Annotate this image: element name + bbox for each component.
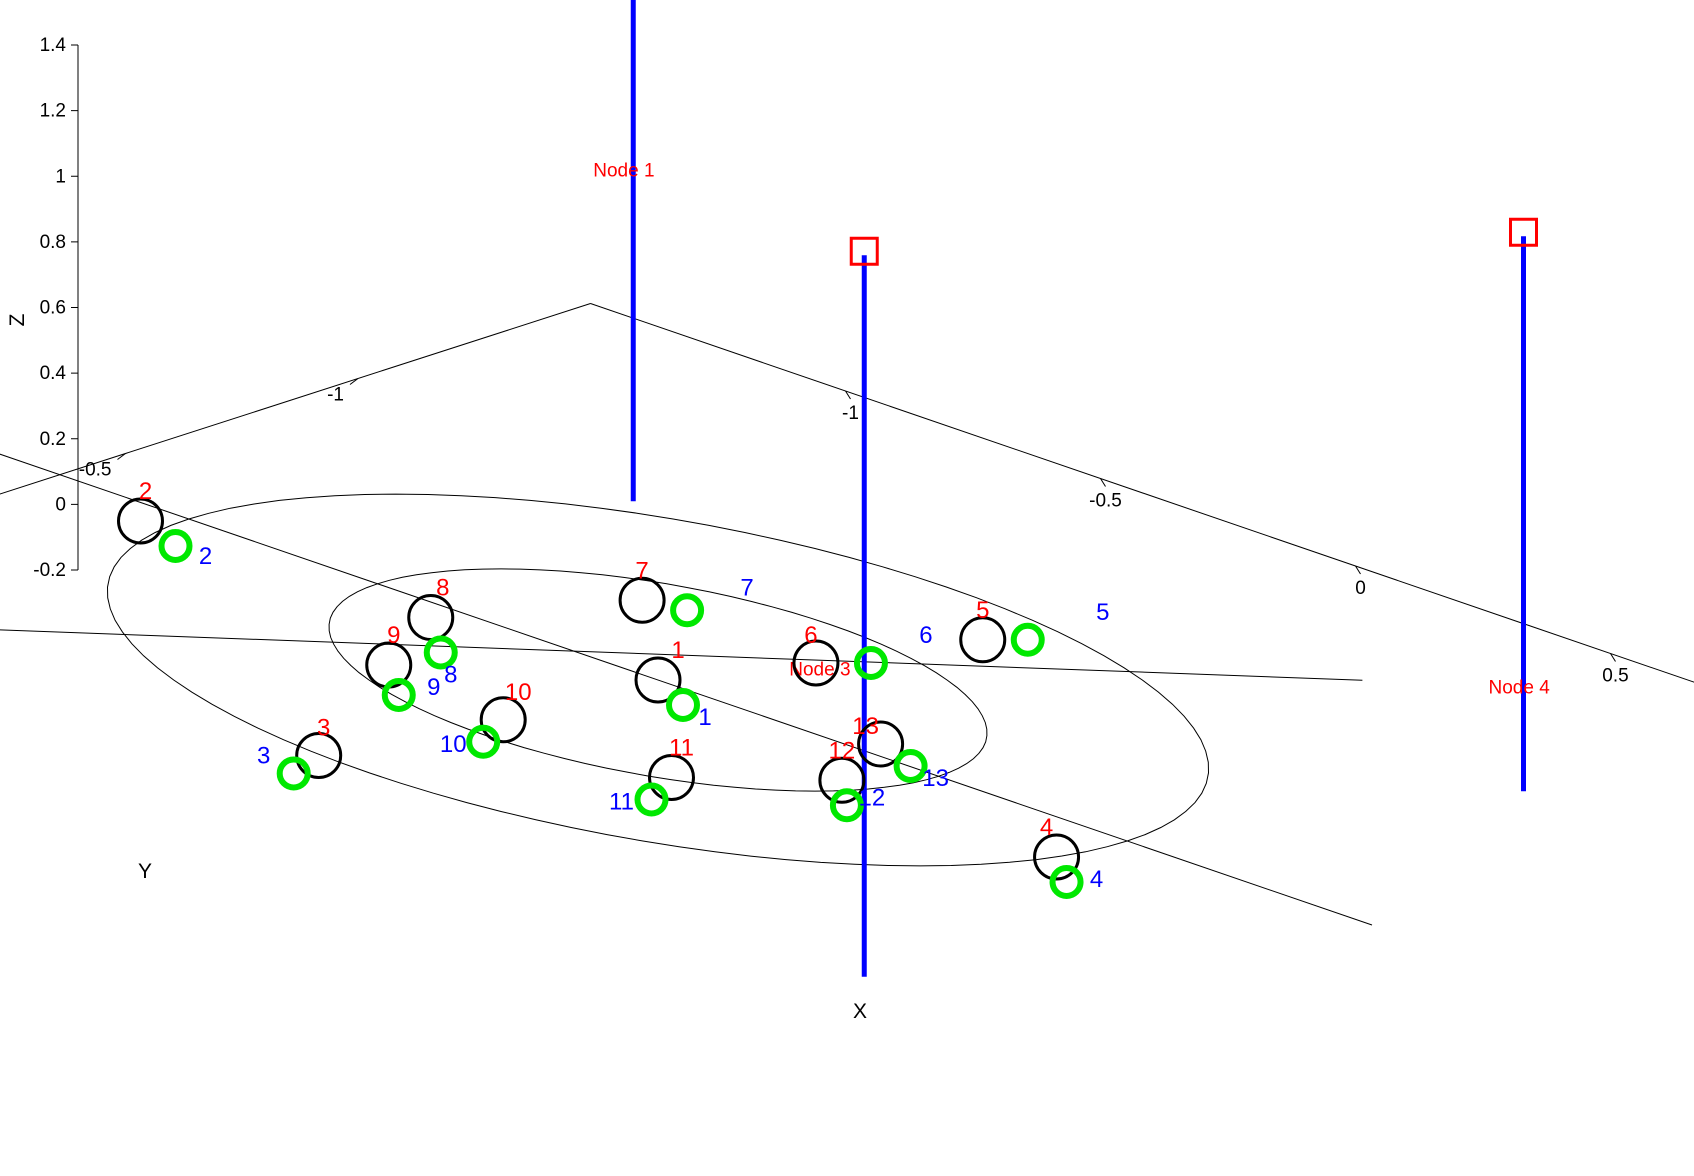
point-green-marker bbox=[1014, 626, 1042, 654]
point-label-red: 3 bbox=[317, 715, 330, 742]
point-label-blue: 5 bbox=[1096, 599, 1109, 626]
z-tick-label: 0.6 bbox=[40, 298, 66, 319]
x-axis-line bbox=[591, 304, 1694, 829]
point-label-red: 9 bbox=[387, 622, 400, 649]
point-green-marker bbox=[833, 791, 861, 819]
point-label-blue: 10 bbox=[440, 731, 467, 758]
point-green-marker bbox=[162, 532, 190, 560]
point-label-red: 5 bbox=[976, 597, 989, 624]
point-label-red: 8 bbox=[436, 575, 449, 602]
z-tick-label: 1.2 bbox=[40, 101, 66, 122]
point-black-marker bbox=[961, 618, 1005, 662]
x-tick-label: 0.5 bbox=[1602, 666, 1628, 687]
z-tick-label: 1 bbox=[55, 166, 66, 187]
point-black-marker bbox=[620, 578, 664, 622]
point-green-marker bbox=[897, 752, 925, 780]
point-label-red: 12 bbox=[829, 737, 856, 764]
point-label-blue: 2 bbox=[199, 543, 212, 570]
point-label-red: 6 bbox=[804, 622, 817, 649]
point-green-marker bbox=[857, 649, 885, 677]
point-label-blue: 4 bbox=[1090, 866, 1103, 893]
z-tick-label: 0.8 bbox=[40, 232, 66, 253]
point-label-blue: 11 bbox=[609, 789, 634, 816]
x-tick-label: -1 bbox=[842, 403, 859, 424]
point-green-marker bbox=[669, 691, 697, 719]
point-label-blue: 13 bbox=[922, 765, 949, 792]
x-tick-label: 0 bbox=[1355, 578, 1366, 599]
y-tick-label: -1 bbox=[327, 385, 344, 406]
x-axis-title: X bbox=[853, 1000, 867, 1023]
node-label: Node 1 bbox=[593, 160, 654, 181]
point-black-marker bbox=[119, 499, 163, 543]
z-axis-title: Z bbox=[6, 313, 29, 326]
point-label-red: 4 bbox=[1040, 814, 1053, 841]
z-tick-label: 0 bbox=[55, 494, 66, 515]
point-label-blue: 9 bbox=[427, 674, 440, 701]
y-tick-label: -0.5 bbox=[79, 460, 112, 481]
node-label: Node 4 bbox=[1489, 677, 1551, 698]
point-green-marker bbox=[1053, 868, 1081, 896]
z-tick-label: 1.4 bbox=[40, 35, 67, 56]
x-tick-label: -0.5 bbox=[1089, 491, 1122, 512]
point-label-blue: 8 bbox=[444, 662, 457, 689]
z-tick-label: 0.4 bbox=[40, 363, 67, 384]
point-green-marker bbox=[673, 596, 701, 624]
point-green-marker bbox=[280, 760, 308, 788]
y-axis-line bbox=[0, 304, 591, 754]
point-label-blue: 3 bbox=[257, 743, 270, 770]
point-label-blue: 6 bbox=[919, 622, 932, 649]
point-label-red: 1 bbox=[671, 637, 684, 664]
point-label-red: 7 bbox=[635, 557, 648, 584]
ground-guide-line bbox=[0, 435, 1372, 925]
z-tick-label: -0.2 bbox=[33, 560, 66, 581]
z-tick-label: 0.2 bbox=[40, 429, 66, 450]
point-label-blue: 12 bbox=[859, 784, 886, 811]
point-label-red: 10 bbox=[505, 679, 532, 706]
point-label-red: 2 bbox=[139, 478, 152, 505]
point-label-blue: 7 bbox=[740, 574, 753, 601]
point-label-red: 13 bbox=[852, 713, 879, 740]
point-label-blue: 1 bbox=[698, 704, 711, 731]
y-axis-title: Y bbox=[138, 860, 152, 883]
point-label-red: 11 bbox=[669, 735, 694, 762]
